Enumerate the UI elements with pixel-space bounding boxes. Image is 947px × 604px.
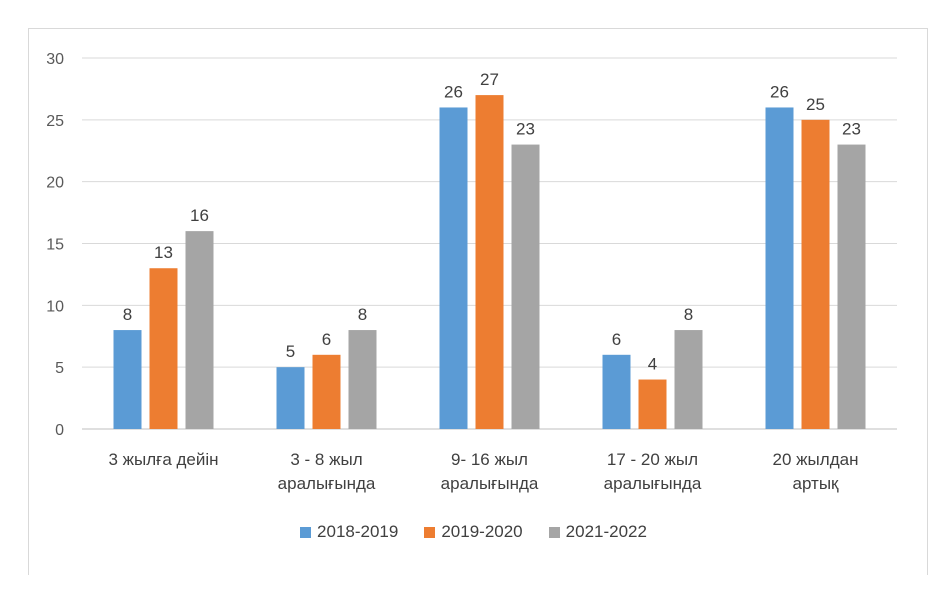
bar	[674, 330, 703, 429]
bar	[312, 354, 341, 429]
data-label: 26	[444, 82, 463, 101]
bar	[602, 354, 631, 429]
legend-swatch-2021-2022	[548, 526, 560, 538]
bar	[765, 107, 794, 429]
data-label: 23	[842, 120, 861, 139]
y-tick-label: 0	[55, 422, 64, 439]
bar	[638, 379, 667, 429]
bar	[348, 330, 377, 429]
data-label: 8	[684, 305, 693, 324]
bar	[837, 144, 866, 430]
x-tick-label: аралығында	[278, 474, 376, 493]
legend-swatch-2019-2020	[424, 526, 436, 538]
legend-label-2019-2020: 2019-2020	[441, 522, 523, 541]
bar	[801, 119, 830, 429]
x-tick-label: аралығында	[604, 474, 702, 493]
data-label: 8	[358, 305, 367, 324]
data-label: 8	[123, 305, 132, 324]
legend-item-2018-2019: 2018-2019	[300, 522, 398, 542]
x-tick-label: 17 - 20 жыл	[607, 450, 698, 469]
bar	[439, 107, 468, 429]
y-tick-label: 20	[46, 175, 64, 192]
bar	[276, 367, 305, 429]
bar	[475, 95, 504, 429]
x-tick-label: 20 жылдан	[773, 450, 859, 469]
data-label: 13	[154, 243, 173, 262]
legend-item-2021-2022: 2021-2022	[548, 522, 647, 542]
bar	[149, 268, 178, 429]
y-tick-label: 5	[55, 360, 64, 377]
x-tick-label: 3 жылға дейін	[108, 450, 218, 469]
legend-label-2021-2022: 2021-2022	[565, 522, 647, 541]
legend: 2018-2019 2019-2020 2021-2022	[0, 522, 947, 542]
legend-swatch-2018-2019	[300, 526, 312, 538]
data-label: 6	[322, 330, 331, 349]
y-tick-label: 30	[46, 51, 64, 68]
legend-label-2018-2019: 2018-2019	[317, 522, 399, 541]
y-tick-label: 25	[46, 113, 64, 130]
x-tick-label: аралығында	[441, 474, 539, 493]
y-tick-label: 15	[46, 237, 64, 254]
data-label: 23	[516, 120, 535, 139]
data-label: 25	[806, 95, 825, 114]
data-label: 6	[612, 330, 621, 349]
y-tick-label: 10	[46, 298, 64, 315]
x-tick-label: артық	[793, 474, 840, 493]
data-label: 4	[648, 355, 657, 374]
data-label: 16	[190, 206, 209, 225]
data-label: 27	[480, 70, 499, 89]
x-tick-label: 3 - 8 жыл	[290, 450, 362, 469]
bar	[113, 330, 142, 429]
x-tick-label: 9- 16 жыл	[451, 450, 528, 469]
legend-item-2019-2020: 2019-2020	[424, 522, 523, 542]
bar	[185, 231, 214, 429]
bar	[511, 144, 540, 430]
data-label: 26	[770, 82, 789, 101]
data-label: 5	[286, 342, 295, 361]
